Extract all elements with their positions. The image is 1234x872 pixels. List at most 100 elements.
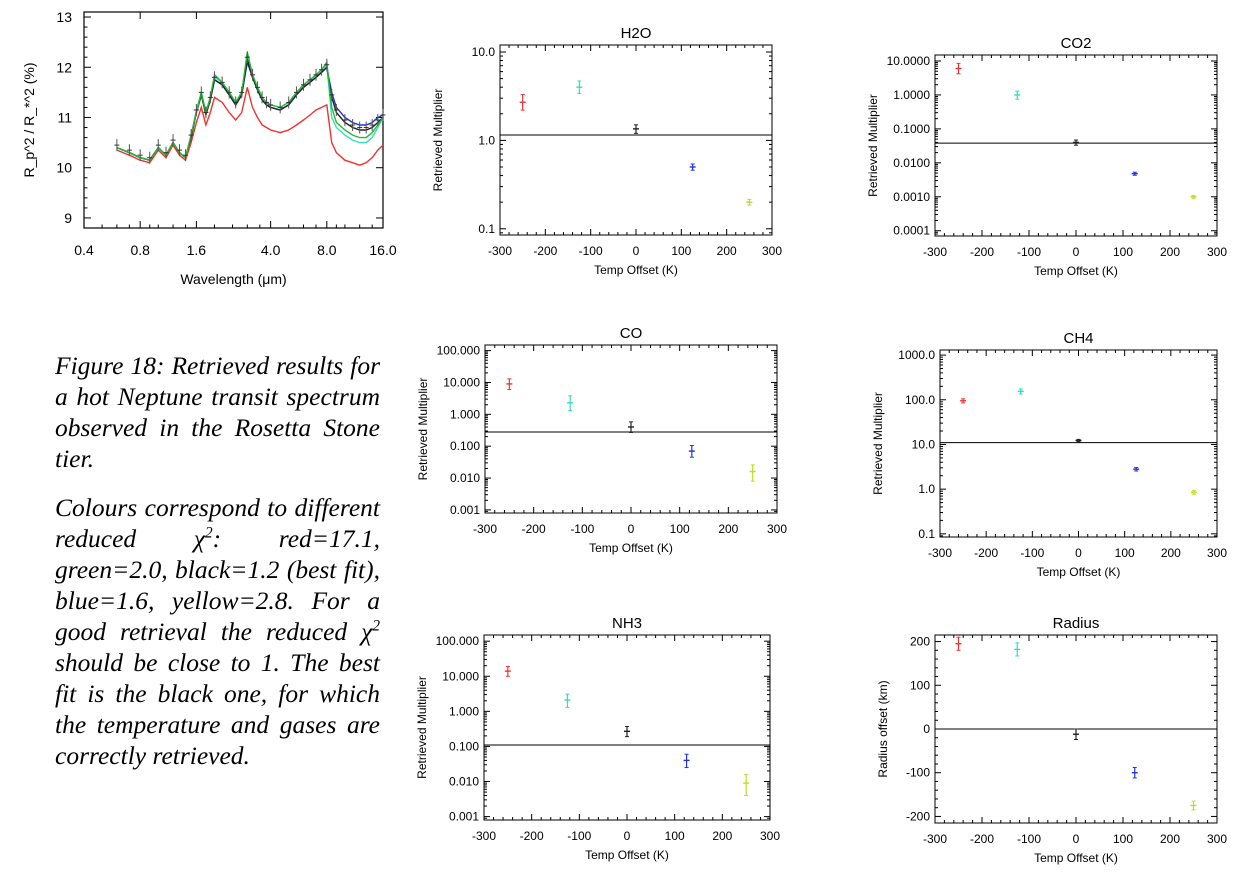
chart-co: CO -300 -200 -100 0 100 200 300 0.001 0.010 0.100 1… — [416, 325, 787, 555]
x-tick-label: -200 — [522, 522, 546, 536]
x-tick-label: 0 — [628, 522, 635, 536]
x-tick-label: 200 — [1160, 832, 1180, 846]
y-tick-label: 13 — [56, 9, 72, 25]
y-tick-label: -100 — [906, 766, 930, 780]
chart-title: NH3 — [612, 615, 642, 632]
y-tick-label: 0.0001 — [893, 224, 930, 238]
x-axis-label: Temp Offset (K) — [594, 263, 678, 277]
chart-title: CO2 — [1061, 35, 1092, 52]
chi-symbol: χ — [193, 524, 205, 553]
series-line-red — [116, 87, 384, 166]
x-tick-label: -300 — [488, 244, 512, 258]
x-tick-label: 0.8 — [130, 242, 150, 258]
x-tick-label: -100 — [570, 522, 594, 536]
x-tick-label: 200 — [1161, 546, 1181, 560]
y-tick-label: 10.0 — [912, 437, 936, 451]
x-tick-label: 300 — [767, 522, 787, 536]
y-tick-label: 10.000 — [443, 375, 480, 389]
y-tick-label: 0 — [923, 722, 930, 736]
x-tick-label: 0.4 — [74, 242, 94, 258]
x-tick-label: -300 — [473, 522, 497, 536]
y-tick-label: 9 — [64, 210, 72, 226]
x-axis-label: Wavelength (μm) — [180, 271, 286, 287]
y-tick-label: 0.1 — [478, 222, 495, 236]
y-tick-label: 0.1 — [918, 527, 935, 541]
chi-symbol-2: χ — [361, 617, 373, 646]
chart-spectrum: 0.4 0.8 1.6 4.0 8.0 16.0 9 10 11 12 13 Wavelength (… — [21, 9, 397, 287]
x-tick-label: -300 — [472, 829, 496, 843]
x-tick-label: 0 — [624, 829, 631, 843]
y-tick-label: 1.000 — [449, 704, 479, 718]
chart-ch4: CH4 -300 -200 -100 0 100 200 300 0.1 1.0 10.0 100.0… — [871, 330, 1227, 579]
y-tick-label: 10 — [56, 160, 72, 176]
x-tick-label: 100 — [670, 522, 690, 536]
x-tick-label: 16.0 — [369, 242, 396, 258]
x-axis-label: Temp Offset (K) — [1034, 851, 1118, 865]
x-tick-label: -300 — [923, 832, 947, 846]
y-tick-label: 10.000 — [442, 669, 479, 683]
x-tick-label: -200 — [520, 829, 544, 843]
y-tick-label: 100 — [910, 678, 930, 692]
y-axis-label: Retrieved Multiplier — [415, 676, 429, 779]
y-tick-label: 1.0 — [478, 133, 495, 147]
x-tick-label: -300 — [923, 245, 947, 259]
x-tick-label: -200 — [533, 244, 557, 258]
x-tick-label: -300 — [928, 546, 952, 560]
y-tick-label: 0.001 — [449, 810, 479, 824]
x-axis-label: Temp Offset (K) — [585, 848, 669, 862]
series-line-green — [116, 52, 384, 162]
y-tick-label: 100.000 — [436, 634, 480, 648]
x-tick-label: -200 — [970, 245, 994, 259]
x-axis-label: Temp Offset (K) — [1037, 565, 1121, 579]
y-axis-label: Retrieved Multiplier — [431, 89, 445, 192]
x-tick-label: 100 — [671, 244, 691, 258]
x-tick-label: 300 — [1207, 832, 1227, 846]
y-tick-label: 1000.0 — [898, 348, 935, 362]
x-tick-label: 300 — [760, 829, 780, 843]
y-axis-label: R_p^2 / R_*^2 (%) — [21, 62, 37, 177]
y-tick-label: 0.0010 — [893, 190, 930, 204]
x-tick-label: 100 — [1113, 245, 1133, 259]
y-tick-label: 1.000 — [450, 407, 480, 421]
x-tick-label: -100 — [567, 829, 591, 843]
x-tick-label: 200 — [712, 829, 732, 843]
y-tick-label: 10.0 — [472, 45, 496, 59]
x-tick-label: 4.0 — [261, 242, 281, 258]
chart-h2o: H2O -300 -200 -100 0 100 200 300 0.1 1.0 10.0 Temp … — [431, 25, 782, 277]
figure-caption: Figure 18: Retrieved results for a hot N… — [55, 350, 380, 789]
y-axis-label: Retrieved Multiplier — [416, 378, 430, 481]
y-tick-label: 0.0100 — [893, 156, 930, 170]
x-tick-label: 0 — [1075, 546, 1082, 560]
y-tick-label: 10.0000 — [887, 54, 931, 68]
y-tick-label: 0.001 — [450, 503, 480, 517]
caption-body: Colours correspond to different reduced … — [55, 492, 380, 771]
y-tick-label: 0.1000 — [893, 122, 930, 136]
x-tick-label: 300 — [1207, 546, 1227, 560]
x-tick-label: -200 — [974, 546, 998, 560]
y-tick-label: 100.0 — [905, 393, 935, 407]
plot-frame — [939, 349, 1218, 538]
y-axis-label: Retrieved Multiplier — [866, 94, 880, 197]
y-tick-label: 100.000 — [437, 344, 481, 358]
chi-superscript-2: 2 — [372, 617, 380, 635]
x-tick-label: 300 — [762, 244, 782, 258]
x-tick-label: 0 — [1073, 832, 1080, 846]
y-tick-label: 1.0000 — [893, 88, 930, 102]
caption-body-part2: : red=17.1, green=2.0, black=1.2 (best f… — [55, 524, 380, 646]
x-tick-label: 200 — [717, 244, 737, 258]
chart-title: H2O — [621, 25, 652, 42]
x-axis-label: Temp Offset (K) — [589, 541, 673, 555]
x-tick-label: -200 — [970, 832, 994, 846]
y-tick-label: 0.100 — [449, 739, 479, 753]
y-tick-label: 0.100 — [450, 439, 480, 453]
y-axis-label: Retrieved Multiplier — [871, 392, 885, 495]
x-tick-label: -100 — [1017, 832, 1041, 846]
y-tick-label: -200 — [906, 809, 930, 823]
caption-body-part1: Colours correspond to different reduced — [55, 493, 380, 553]
x-tick-label: 0 — [1073, 245, 1080, 259]
x-axis-label: Temp Offset (K) — [1034, 264, 1118, 278]
y-axis-label: Radius offset (km) — [876, 680, 890, 777]
plot-frame — [499, 44, 773, 236]
x-tick-label: 100 — [1115, 546, 1135, 560]
